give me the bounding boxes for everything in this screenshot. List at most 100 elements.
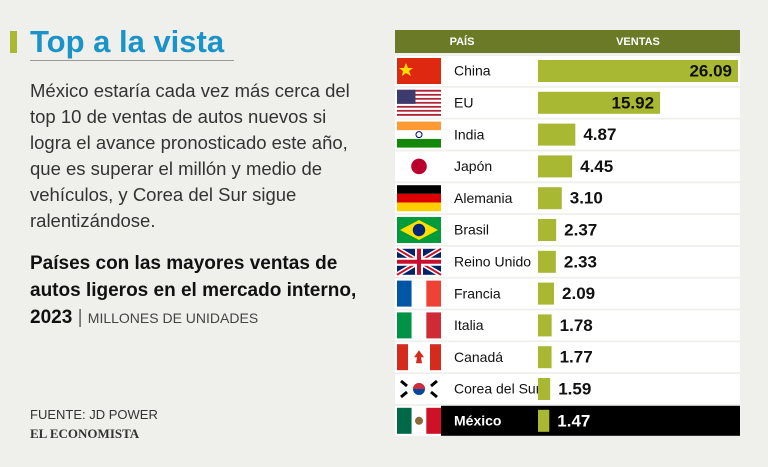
category-label: Reino Unido bbox=[454, 254, 531, 270]
flag-part bbox=[411, 158, 427, 175]
value-label: 1.77 bbox=[560, 348, 593, 367]
column-header: PAÍS bbox=[450, 35, 475, 48]
flag-part bbox=[411, 312, 427, 339]
category-label: Alemania bbox=[454, 190, 513, 206]
flag bbox=[397, 344, 441, 371]
bar bbox=[538, 409, 550, 432]
value-label: 3.10 bbox=[570, 189, 603, 208]
bar bbox=[538, 282, 555, 305]
value-label: 2.09 bbox=[562, 284, 595, 303]
flag-part bbox=[412, 223, 426, 237]
logo: EL ECONOMISTA bbox=[30, 426, 140, 441]
flag bbox=[397, 280, 441, 307]
page-title: Top a la vista bbox=[30, 24, 235, 61]
row-background bbox=[395, 374, 740, 404]
flag-part bbox=[397, 248, 441, 275]
flag bbox=[397, 185, 441, 212]
flag-part bbox=[397, 113, 441, 116]
value-label: 1.47 bbox=[557, 411, 590, 430]
flag-part bbox=[426, 280, 441, 307]
flag-part bbox=[397, 111, 441, 114]
flag-part bbox=[397, 107, 441, 110]
flag-part bbox=[397, 109, 441, 112]
value-label: 2.33 bbox=[564, 252, 597, 271]
flag-part bbox=[400, 379, 438, 399]
flag-part bbox=[397, 105, 441, 108]
flag-part bbox=[397, 344, 408, 371]
bar bbox=[538, 250, 556, 273]
flag-part bbox=[415, 416, 423, 425]
flag-part bbox=[397, 97, 441, 100]
accent-bar bbox=[10, 31, 17, 53]
row-background bbox=[395, 246, 740, 277]
flag bbox=[395, 246, 443, 277]
row-background bbox=[395, 215, 740, 245]
flag-part bbox=[397, 312, 412, 339]
flag-part bbox=[397, 193, 441, 203]
chart-title: Países con las mayores ventas de autos l… bbox=[30, 253, 357, 328]
unit: MILLONES DE UNIDADES bbox=[87, 310, 259, 326]
flag bbox=[397, 153, 441, 180]
description: México estaría cada vez más cerca del to… bbox=[30, 80, 350, 231]
flag-part bbox=[411, 280, 427, 307]
row-background bbox=[395, 310, 740, 341]
source: FUENTE: JD POWER bbox=[30, 407, 158, 422]
category-label: Canadá bbox=[454, 349, 503, 365]
bar bbox=[538, 346, 552, 369]
flag-part bbox=[426, 407, 441, 434]
value-label: 1.59 bbox=[558, 379, 591, 398]
flag-part bbox=[413, 383, 425, 389]
category-label: Japón bbox=[454, 158, 492, 174]
flag-part bbox=[397, 138, 441, 148]
value-label: 1.78 bbox=[560, 316, 593, 335]
value-label: 15.92 bbox=[611, 93, 654, 112]
flag bbox=[397, 217, 441, 243]
flag bbox=[397, 58, 441, 84]
flag-part bbox=[397, 130, 441, 139]
flag-part bbox=[415, 131, 423, 139]
category-label: Corea del Sur bbox=[454, 381, 541, 397]
flag bbox=[397, 89, 441, 116]
row-background bbox=[395, 183, 740, 214]
flag-part bbox=[397, 101, 441, 104]
bar bbox=[538, 60, 738, 82]
chart-subtitle: Países con las mayores ventas de autos l… bbox=[30, 250, 375, 332]
bar bbox=[538, 378, 551, 400]
row-highlight bbox=[441, 405, 740, 436]
bar bbox=[538, 314, 552, 337]
value-label: 2.37 bbox=[564, 220, 597, 239]
flag-part bbox=[397, 89, 416, 104]
row-background bbox=[395, 278, 740, 309]
flag-part bbox=[397, 93, 441, 96]
flag bbox=[397, 407, 441, 434]
flag-part bbox=[397, 280, 412, 307]
category-label: China bbox=[454, 63, 491, 79]
category-label: Italia bbox=[454, 317, 484, 333]
flag-part bbox=[397, 121, 441, 131]
flag-part bbox=[397, 89, 441, 92]
category-label: EU bbox=[454, 95, 473, 111]
flag-part bbox=[397, 95, 441, 98]
flag-part bbox=[397, 91, 441, 94]
bar bbox=[538, 155, 573, 178]
flag-part bbox=[426, 312, 441, 339]
flag-part bbox=[397, 99, 441, 102]
bar bbox=[538, 91, 661, 114]
flag bbox=[397, 121, 441, 148]
bar bbox=[538, 187, 562, 210]
table-header bbox=[395, 30, 740, 53]
flag bbox=[397, 376, 441, 402]
category-label: Francia bbox=[454, 285, 501, 301]
column-header: VENTAS bbox=[616, 36, 660, 48]
flag bbox=[397, 312, 441, 339]
flag-part bbox=[430, 344, 441, 371]
category-label: Brasil bbox=[454, 222, 489, 238]
value-label: 4.87 bbox=[583, 125, 616, 144]
value-label: 26.09 bbox=[689, 61, 732, 80]
flag-part bbox=[397, 202, 441, 212]
flag-part bbox=[397, 407, 412, 434]
bar bbox=[538, 123, 576, 146]
category-label: India bbox=[454, 126, 485, 142]
flag-part bbox=[414, 350, 424, 364]
